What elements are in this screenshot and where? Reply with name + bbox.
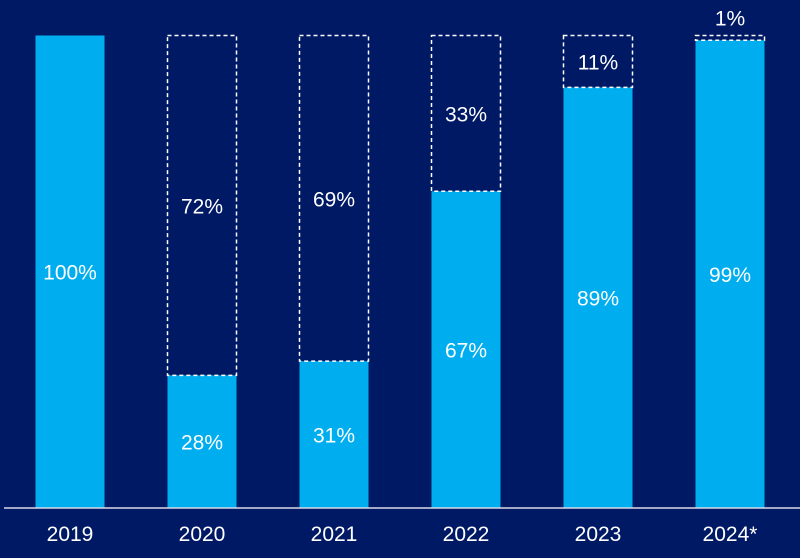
- remainder-label: 1%: [715, 8, 745, 31]
- bar-remainder-2024*: [694, 34, 766, 41]
- bar-share-2023: [563, 87, 633, 508]
- value-label: 28%: [181, 431, 223, 454]
- bar-share-2024*: [695, 40, 765, 508]
- x-tick-label: 2021: [311, 523, 358, 546]
- value-label: 31%: [313, 424, 355, 447]
- value-label: 89%: [577, 287, 619, 310]
- bar-share-2021: [299, 361, 369, 508]
- bar-share-2020: [167, 375, 237, 508]
- bar-share-2022: [431, 191, 501, 508]
- remainder-label: 33%: [445, 103, 487, 126]
- bar-share-2019: [35, 35, 105, 508]
- x-tick-label: 2023: [575, 523, 622, 546]
- x-tick-label: 2020: [179, 523, 226, 546]
- bar-remainder-2022: [430, 34, 502, 193]
- remainder-label: 72%: [181, 195, 223, 218]
- remainder-label: 11%: [578, 51, 618, 74]
- x-tick-label: 2019: [47, 523, 94, 546]
- bar-remainder-2021: [298, 34, 370, 362]
- value-label: 99%: [709, 264, 751, 287]
- bar-remainder-2023: [562, 34, 634, 89]
- value-label: 67%: [445, 339, 487, 362]
- x-tick-label: 2022: [443, 523, 490, 546]
- bar-remainder-2020: [166, 34, 238, 377]
- x-tick-label: 2024*: [703, 523, 758, 546]
- value-label: 100%: [43, 262, 97, 285]
- remainder-label: 69%: [313, 188, 355, 211]
